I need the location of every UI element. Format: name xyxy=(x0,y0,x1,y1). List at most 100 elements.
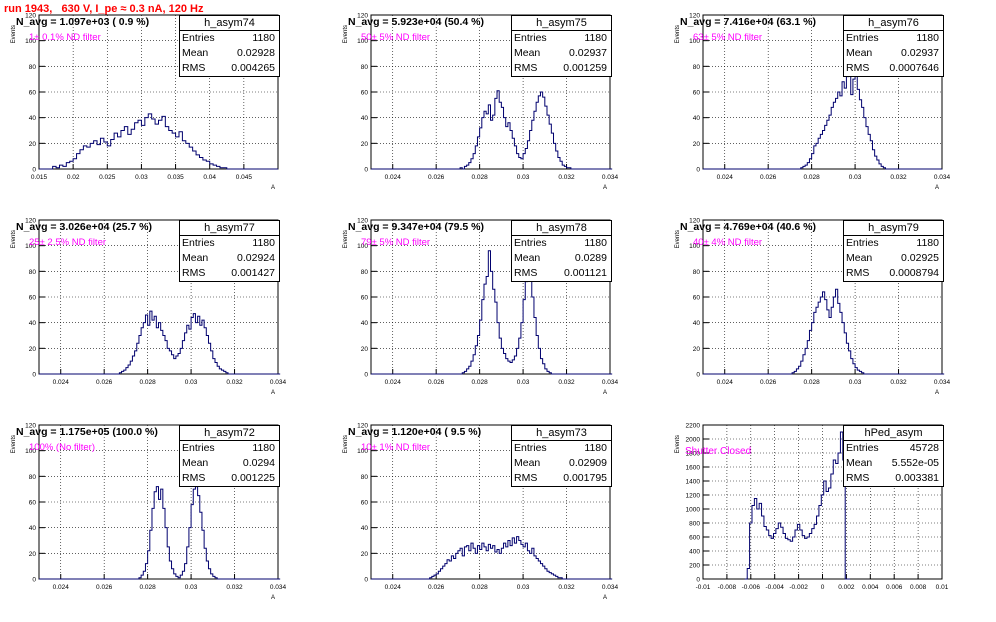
x-tick-label: 0 xyxy=(821,584,825,591)
rms-label: RMS xyxy=(182,267,206,279)
histogram-pad-asym76: 0.024 0.026 0.028 0.03 0.032 0.034 0 20 40 60 80 10… xyxy=(664,13,960,192)
filter-note: 63± 5% ND filter xyxy=(693,32,763,43)
rms-value: 0.001225 xyxy=(231,472,275,484)
y-tick-label: 100 xyxy=(25,448,36,455)
x-axis-title: A xyxy=(935,185,939,191)
x-tick-label: 0.028 xyxy=(471,584,488,591)
entries-value: 1180 xyxy=(252,32,275,44)
x-tick-label: 0.024 xyxy=(53,584,70,591)
rms-label: RMS xyxy=(182,472,206,484)
x-tick-label: 0.008 xyxy=(910,584,927,591)
x-tick-label: 0.025 xyxy=(99,174,116,181)
x-tick-label: 0.028 xyxy=(803,379,820,386)
y-tick-label: 0 xyxy=(696,372,700,379)
y-tick-label: 20 xyxy=(29,141,37,148)
mean-label: Mean xyxy=(182,457,209,469)
y-tick-label: 40 xyxy=(29,525,37,532)
x-tick-label: 0.004 xyxy=(862,584,879,591)
y-tick-label: 80 xyxy=(29,64,37,71)
y-tick-label: 0 xyxy=(32,577,36,584)
histogram-plot: 0.024 0.026 0.028 0.03 0.032 0.034 0 20 40 60 80 10… xyxy=(11,218,287,397)
entries-label: Entries xyxy=(846,237,879,249)
entries-value: 1180 xyxy=(916,32,939,44)
x-tick-label: 0.002 xyxy=(838,584,855,591)
y-tick-label: 800 xyxy=(689,521,700,528)
y-tick-label: 1200 xyxy=(686,493,701,500)
x-tick-label: 0.03 xyxy=(849,379,862,386)
entries-label: Entries xyxy=(846,32,879,44)
histogram-plot: 0.024 0.026 0.028 0.03 0.032 0.034 0 20 40 60 80 10… xyxy=(343,13,619,192)
mean-label: Mean xyxy=(846,457,873,469)
x-tick-label: 0.032 xyxy=(890,174,907,181)
y-tick-label: 100 xyxy=(357,448,368,455)
mean-value: 0.0289 xyxy=(574,252,607,264)
x-tick-label: 0.024 xyxy=(385,174,402,181)
histogram-pad-asym78: 0.024 0.026 0.028 0.03 0.032 0.034 0 20 40 60 80 10… xyxy=(332,218,628,397)
y-tick-label: 0 xyxy=(696,577,700,584)
histogram-series xyxy=(703,64,942,170)
y-tick-label: 120 xyxy=(357,423,368,430)
x-tick-label: 0.045 xyxy=(236,174,253,181)
x-tick-label: 0.034 xyxy=(934,379,951,386)
histogram-plot: 0.024 0.026 0.028 0.03 0.032 0.034 0 20 40 60 80 10… xyxy=(343,423,619,602)
y-tick-label: 200 xyxy=(689,563,700,570)
n-avg-label: N_avg = 9.347e+04 (79.5 %) xyxy=(348,221,485,233)
rms-value: 0.001795 xyxy=(563,472,607,484)
y-tick-label: 40 xyxy=(29,115,37,122)
x-tick-label: 0.032 xyxy=(226,584,243,591)
x-tick-label: 0.026 xyxy=(428,379,445,386)
y-tick-label: 2200 xyxy=(686,423,701,430)
y-tick-label: 120 xyxy=(25,13,36,20)
x-tick-label: 0.034 xyxy=(270,379,287,386)
y-tick-label: 40 xyxy=(693,115,701,122)
histogram-plot: 0.024 0.026 0.028 0.03 0.032 0.034 0 20 40 60 80 10… xyxy=(11,423,287,602)
y-tick-label: 600 xyxy=(689,535,700,542)
y-tick-label: 40 xyxy=(361,115,369,122)
y-axis-title: Events xyxy=(343,25,349,43)
histogram-series xyxy=(39,486,281,580)
x-tick-label: 0.006 xyxy=(886,584,903,591)
filter-note: 25± 2.5% ND filter xyxy=(29,237,107,248)
y-tick-label: 120 xyxy=(25,218,36,225)
mean-value: 0.02928 xyxy=(237,47,275,59)
filter-note: 79± 5% ND filter xyxy=(361,237,431,248)
rms-value: 0.001121 xyxy=(563,267,607,279)
entries-value: 1180 xyxy=(584,237,607,249)
y-tick-label: 20 xyxy=(693,346,701,353)
stats-box: h_asym78 Entries 1180 Mean 0.0289 RMS 0.001… xyxy=(511,220,612,282)
y-axis-title: Events xyxy=(675,25,681,43)
mean-value: 0.02924 xyxy=(237,252,275,264)
y-tick-label: 120 xyxy=(357,13,368,20)
entries-value: 1180 xyxy=(584,442,607,454)
entries-value: 45728 xyxy=(909,442,939,454)
y-tick-label: 40 xyxy=(361,525,369,532)
rms-value: 0.0008794 xyxy=(889,267,939,279)
histogram-pad-asym74: 0.015 0.02 0.025 0.03 0.035 0.04 0.045 0 20 40 60 8… xyxy=(0,13,296,191)
histogram-plot: 0.024 0.026 0.028 0.03 0.032 0.034 0 20 40 60 80 10… xyxy=(675,13,951,192)
histogram-series xyxy=(703,288,945,375)
y-tick-label: 40 xyxy=(693,320,701,327)
entries-value: 1180 xyxy=(916,237,939,249)
n-avg-label: N_avg = 1.175e+05 (100.0 %) xyxy=(16,426,158,438)
entries-label: Entries xyxy=(182,32,215,44)
y-tick-label: 0 xyxy=(364,167,368,174)
y-tick-label: 100 xyxy=(689,38,700,45)
mean-label: Mean xyxy=(846,47,873,59)
y-tick-label: 60 xyxy=(361,500,369,507)
y-tick-label: 0 xyxy=(364,372,368,379)
histogram-pad-asym75: 0.024 0.026 0.028 0.03 0.032 0.034 0 20 40 60 80 10… xyxy=(332,13,628,192)
x-tick-label: 0.026 xyxy=(428,174,445,181)
x-tick-label: 0.034 xyxy=(934,174,951,181)
x-tick-label: 0.034 xyxy=(270,584,287,591)
x-axis-title: A xyxy=(603,185,607,191)
y-tick-label: 20 xyxy=(29,346,37,353)
histogram-series xyxy=(371,536,613,580)
x-tick-label: 0.03 xyxy=(185,379,198,386)
histogram-series xyxy=(39,113,278,170)
rms-value: 0.003381 xyxy=(895,472,939,484)
x-tick-label: 0.028 xyxy=(471,174,488,181)
y-axis-title: Events xyxy=(343,230,349,248)
y-tick-label: 0 xyxy=(364,577,368,584)
filter-note: 40± 4% ND filter xyxy=(693,237,763,248)
mean-value: 0.0294 xyxy=(242,457,275,469)
